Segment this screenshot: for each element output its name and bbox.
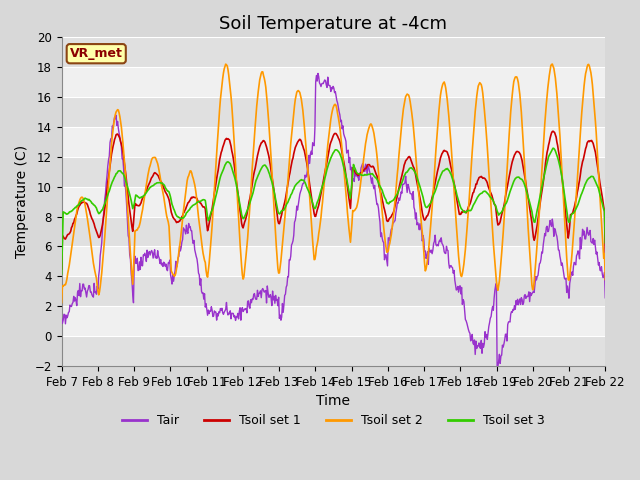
Bar [61, 157, 605, 187]
Bar [61, 306, 605, 336]
Y-axis label: Temperature (C): Temperature (C) [15, 145, 29, 258]
Bar [61, 336, 605, 366]
Bar [61, 37, 605, 67]
Bar [61, 187, 605, 216]
Legend: Tair, Tsoil set 1, Tsoil set 2, Tsoil set 3: Tair, Tsoil set 1, Tsoil set 2, Tsoil se… [117, 409, 550, 432]
Text: VR_met: VR_met [70, 47, 123, 60]
Bar [61, 276, 605, 306]
X-axis label: Time: Time [316, 394, 351, 408]
Bar [61, 97, 605, 127]
Bar [61, 67, 605, 97]
Bar [61, 216, 605, 246]
Title: Soil Temperature at -4cm: Soil Temperature at -4cm [220, 15, 447, 33]
Bar [61, 246, 605, 276]
Bar [61, 127, 605, 157]
